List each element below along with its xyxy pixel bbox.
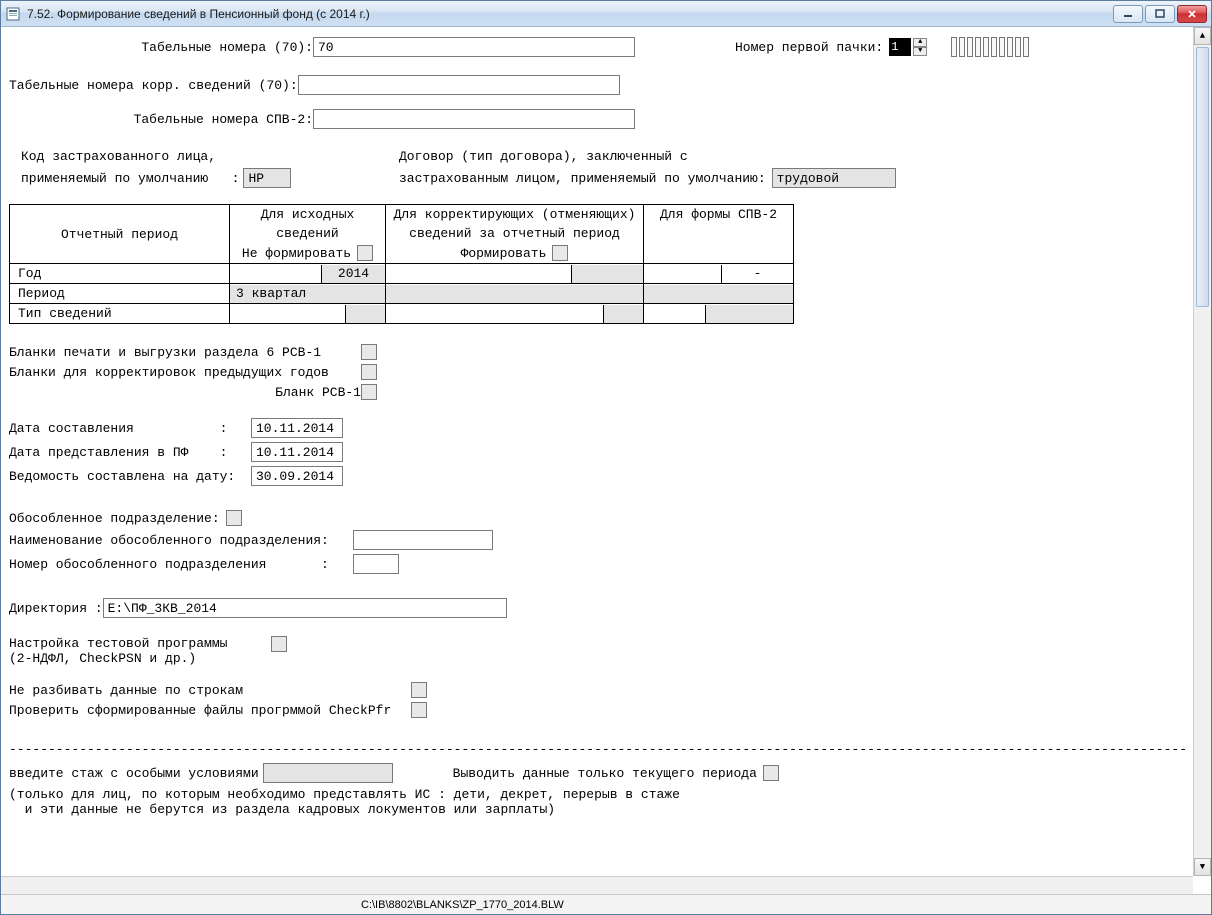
subdiv-name-label: Наименование обособленного подразделения…: [9, 533, 353, 548]
code-label-2: применяемый по умолчанию :: [21, 171, 239, 186]
th-col2b: сведений за отчетный период: [386, 224, 644, 243]
year-col2-input[interactable]: [571, 265, 643, 283]
date2-input[interactable]: [251, 442, 343, 462]
year-col3-value: -: [721, 265, 793, 283]
curperiod-label: Выводить данные только текущего периода: [453, 766, 757, 781]
status-path: C:\IB\8802\BLANKS\ZP_1770_2014.BLW: [361, 899, 564, 911]
stage-label: введите стаж с особыми условиями: [9, 766, 259, 781]
row-type-label: Тип сведений: [10, 304, 230, 324]
blank2-checkbox[interactable]: [361, 364, 377, 380]
th-col1b: сведений: [230, 224, 386, 243]
date1-input[interactable]: [251, 418, 343, 438]
scroll-down-button[interactable]: ▼: [1194, 858, 1211, 876]
dir-input[interactable]: [103, 598, 507, 618]
blank1-checkbox[interactable]: [361, 344, 377, 360]
note-line-2: и эти данные не берутся из раздела кадро…: [9, 802, 1185, 817]
blank3-label: Бланк РСВ-1: [9, 385, 361, 400]
period-col2-input[interactable]: [386, 285, 643, 303]
th-col3: Для формы СПВ-2: [644, 205, 794, 264]
horizontal-scrollbar[interactable]: [1, 876, 1193, 894]
status-bar: C:\IB\8802\BLANKS\ZP_1770_2014.BLW: [1, 894, 1211, 914]
code-input[interactable]: [243, 168, 291, 188]
th-period: Отчетный период: [10, 205, 230, 264]
row-period-label: Период: [10, 284, 230, 304]
subdiv-num-label: Номер обособленного подразделения :: [9, 557, 353, 572]
first-pack-spinner[interactable]: ▲▼: [913, 38, 927, 56]
subdiv-checkbox[interactable]: [226, 510, 242, 526]
barcode-icon: [951, 37, 1029, 57]
type-col2-input[interactable]: [603, 305, 643, 323]
opt2-label: Проверить сформированные файлы прогрммой…: [9, 703, 411, 718]
subdiv-name-input[interactable]: [353, 530, 493, 550]
curperiod-checkbox[interactable]: [763, 765, 779, 781]
form-col1-checkbox[interactable]: [357, 245, 373, 261]
content-area: Табельные номера (70): Номер первой пачк…: [1, 27, 1211, 894]
tab-nums-label: Табельные номера (70):: [9, 40, 313, 55]
app-icon: [5, 6, 21, 22]
opt1-label: Не разбивать данные по строкам: [9, 683, 411, 698]
opt1-checkbox[interactable]: [411, 682, 427, 698]
tab-spv2-input[interactable]: [313, 109, 635, 129]
close-button[interactable]: [1177, 5, 1207, 23]
subdiv-num-input[interactable]: [353, 554, 399, 574]
tab-korr-label: Табельные номера корр. сведений (70):: [9, 78, 298, 93]
window-title: 7.52. Формирование сведений в Пенсионный…: [27, 7, 1113, 21]
test-label-2: (2-НДФЛ, CheckPSN и др.): [9, 651, 227, 666]
stage-input[interactable]: [263, 763, 393, 783]
period-col1-input[interactable]: 3 квартал: [230, 285, 385, 303]
titlebar[interactable]: 7.52. Формирование сведений в Пенсионный…: [1, 1, 1211, 27]
th-col2a: Для корректирующих (отменяющих): [386, 205, 644, 225]
maximize-button[interactable]: [1145, 5, 1175, 23]
dir-label: Директория :: [9, 601, 103, 616]
form-col2-checkbox[interactable]: [552, 245, 568, 261]
date3-label: Ведомость составлена на дату:: [9, 469, 251, 484]
period-col3-input[interactable]: [644, 285, 793, 303]
date3-input[interactable]: [251, 466, 343, 486]
scroll-thumb[interactable]: [1196, 47, 1209, 307]
code-label-1: Код застрахованного лица,: [21, 149, 216, 164]
type-col3-input[interactable]: [705, 305, 793, 323]
app-window: 7.52. Формирование сведений в Пенсионный…: [0, 0, 1212, 915]
test-checkbox[interactable]: [271, 636, 287, 652]
row-year-label: Год: [10, 264, 230, 284]
type-col1-input[interactable]: [345, 305, 385, 323]
th-col1a: Для исходных: [230, 205, 386, 225]
date1-label: Дата составления :: [9, 421, 251, 436]
contract-label-1: Договор (тип договора), заключенный с: [399, 149, 688, 164]
tab-nums-input[interactable]: [313, 37, 635, 57]
period-table: Отчетный период Для исходных Для коррект…: [9, 204, 794, 324]
first-pack-input[interactable]: 1: [889, 38, 911, 56]
subdiv-chk-label: Обособленное подразделение:: [9, 511, 220, 526]
blank1-label: Бланки печати и выгрузки раздела 6 РСВ-1: [9, 345, 361, 360]
tab-spv2-label: Табельные номера СПВ-2:: [9, 112, 313, 127]
test-label-1: Настройка тестовой программы: [9, 636, 227, 651]
blank3-checkbox[interactable]: [361, 384, 377, 400]
minimize-button[interactable]: [1113, 5, 1143, 23]
divider: ----------------------------------------…: [9, 742, 1185, 757]
first-pack-label: Номер первой пачки:: [735, 40, 883, 55]
contract-input[interactable]: [772, 168, 896, 188]
th-col1c: Не формировать: [242, 246, 351, 261]
opt2-checkbox[interactable]: [411, 702, 427, 718]
year-col1-input[interactable]: 2014: [321, 265, 385, 283]
contract-label-2: застрахованным лицом, применяемый по умо…: [399, 171, 766, 186]
tab-korr-input[interactable]: [298, 75, 620, 95]
note-line-1: (только для лиц, по которым необходимо п…: [9, 787, 1185, 802]
scroll-up-button[interactable]: ▲: [1194, 27, 1211, 45]
th-col2c: Формировать: [461, 246, 547, 261]
date2-label: Дата представления в ПФ :: [9, 445, 251, 460]
blank2-label: Бланки для корректировок предыдущих годо…: [9, 365, 361, 380]
vertical-scrollbar[interactable]: ▲ ▼: [1193, 27, 1211, 876]
form-body: Табельные номера (70): Номер первой пачк…: [1, 27, 1193, 876]
